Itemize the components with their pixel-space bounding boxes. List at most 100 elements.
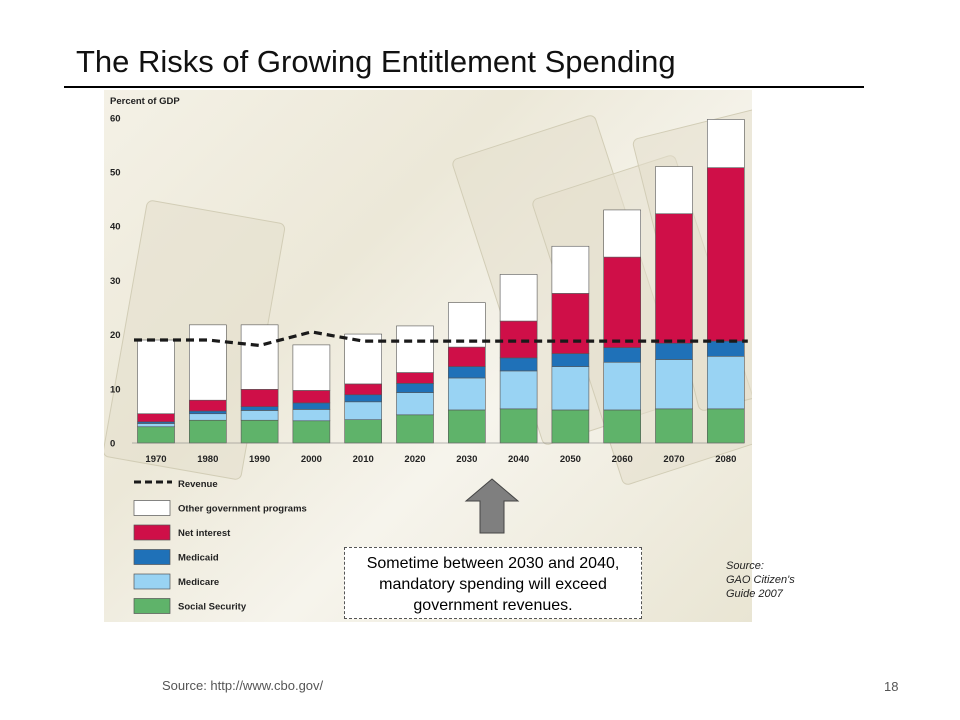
bar-2050-other-government-programs	[551, 245, 590, 294]
bar-2040-other-government-programs	[499, 274, 538, 322]
bar-1980-social-security	[189, 419, 227, 444]
bar-2080-social-security	[706, 408, 745, 444]
bar-2030-social-security	[447, 409, 486, 444]
bar-2020-social-security	[396, 414, 434, 444]
bar-2080-medicaid	[706, 340, 745, 357]
bar-2030-medicare	[447, 377, 486, 411]
bar-2030-other-government-programs	[447, 302, 486, 348]
revenue-line	[134, 330, 748, 348]
bar-2070-social-security	[655, 408, 693, 444]
bar-2080-other-government-programs	[706, 119, 745, 168]
bar-2010-net-interest	[344, 383, 382, 396]
legend-label-net-interest: Net interest	[178, 528, 231, 539]
bar-1970-other-government-programs	[137, 339, 175, 415]
bar-2060-social-security	[603, 409, 642, 444]
bar-1990-medicare	[240, 410, 279, 421]
bar-2050-net-interest	[551, 293, 590, 354]
bar-2060-net-interest	[603, 256, 642, 348]
y-tick-label-60: 60	[110, 113, 121, 124]
slide-title: The Risks of Growing Entitlement Spendin…	[76, 44, 676, 79]
x-tick-label-2070: 2070	[663, 454, 684, 465]
bar-2060-medicaid	[603, 347, 642, 363]
y-tick-label-20: 20	[110, 330, 121, 341]
bar-1980-other-government-programs	[189, 324, 227, 401]
bar-2000-social-security	[292, 420, 331, 444]
bar-2010-medicaid	[344, 394, 382, 403]
bar-2080-medicare	[706, 355, 745, 410]
legend-label-revenue: Revenue	[178, 479, 218, 490]
bar-1970-medicare	[137, 423, 175, 428]
legend-swatch-other-government-programs	[133, 500, 171, 516]
bar-2020-other-government-programs	[396, 325, 434, 373]
bar-1990-net-interest	[240, 389, 279, 407]
legend-swatch-medicare	[133, 573, 171, 590]
legend-swatch-net-interest	[133, 524, 171, 541]
y-tick-label-50: 50	[110, 168, 121, 179]
callout-line-1: Sometime between 2030 and 2040,	[366, 555, 620, 572]
annotation-arrow-icon	[464, 478, 520, 534]
bar-2040-medicare	[499, 370, 538, 410]
x-tick-label-2030: 2030	[456, 454, 477, 465]
y-tick-label-40: 40	[110, 222, 121, 233]
bar-2010-social-security	[344, 419, 382, 444]
bar-2070-medicare	[655, 359, 693, 410]
x-tick-label-2080: 2080	[715, 454, 736, 465]
bar-2070-other-government-programs	[655, 166, 693, 215]
x-tick-label-2040: 2040	[508, 454, 529, 465]
chart-source-note: Source: GAO Citizen's Guide 2007	[726, 559, 795, 601]
y-tick-label-0: 0	[110, 439, 115, 450]
bar-1990-social-security	[240, 419, 279, 444]
bar-2050-social-security	[551, 409, 590, 444]
bar-2060-other-government-programs	[603, 209, 642, 258]
chart-source-line-1: Source:	[726, 560, 764, 572]
bar-1980-medicaid	[189, 410, 227, 415]
legend-label-social-security: Social Security	[178, 602, 247, 613]
bar-2070-net-interest	[655, 213, 693, 344]
x-tick-label-1980: 1980	[197, 454, 218, 465]
callout-box: Sometime between 2030 and 2040, mandator…	[344, 547, 642, 619]
bar-2000-net-interest	[292, 390, 331, 404]
chart-source-line-3: Guide 2007	[726, 588, 783, 600]
bar-2000-medicare	[292, 409, 331, 422]
legend-label-medicaid: Medicaid	[178, 553, 219, 564]
x-tick-label-2050: 2050	[560, 454, 581, 465]
x-tick-label-1990: 1990	[249, 454, 270, 465]
bar-1990-medicaid	[240, 406, 279, 411]
x-tick-label-2020: 2020	[404, 454, 425, 465]
legend-label-other-government-programs: Other government programs	[178, 504, 307, 515]
x-tick-label-2010: 2010	[353, 454, 374, 465]
bar-2000-medicaid	[292, 402, 331, 410]
x-tick-label-2000: 2000	[301, 454, 322, 465]
bar-2060-medicare	[603, 361, 642, 411]
bar-1970-net-interest	[137, 413, 175, 423]
bar-2050-medicare	[551, 366, 590, 411]
bar-2070-medicaid	[655, 342, 693, 360]
bar-2020-net-interest	[396, 372, 434, 384]
x-tick-label-2060: 2060	[612, 454, 633, 465]
y-tick-label-10: 10	[110, 384, 121, 395]
chart-source-line-2: GAO Citizen's	[726, 574, 795, 586]
bar-2080-net-interest	[706, 167, 745, 342]
bar-2040-medicaid	[499, 357, 538, 372]
title-divider	[64, 86, 864, 88]
bar-2030-medicaid	[447, 366, 486, 379]
legend-swatch-social-security	[133, 598, 171, 614]
bar-1980-medicare	[189, 413, 227, 421]
bar-2050-medicaid	[551, 353, 590, 367]
bar-2000-other-government-programs	[292, 344, 331, 391]
bar-1990-other-government-programs	[240, 324, 279, 390]
bar-2020-medicaid	[396, 383, 434, 393]
bar-2020-medicare	[396, 392, 434, 416]
bar-2010-medicare	[344, 401, 382, 420]
bar-2040-net-interest	[499, 320, 538, 359]
footer-source[interactable]: Source: http://www.cbo.gov/	[162, 678, 324, 693]
bar-1980-net-interest	[189, 399, 227, 412]
page-number: 18	[884, 679, 899, 694]
bar-1970-social-security	[137, 426, 175, 444]
y-tick-label-30: 30	[110, 276, 121, 287]
y-axis-title: Percent of GDP	[110, 96, 180, 107]
bar-2040-social-security	[499, 408, 538, 444]
chart-panel: Percent of GDP 0 10 20 30 40 50 60 1970 1980 1990 2…	[104, 90, 752, 622]
x-tick-label-1970: 1970	[145, 454, 166, 465]
